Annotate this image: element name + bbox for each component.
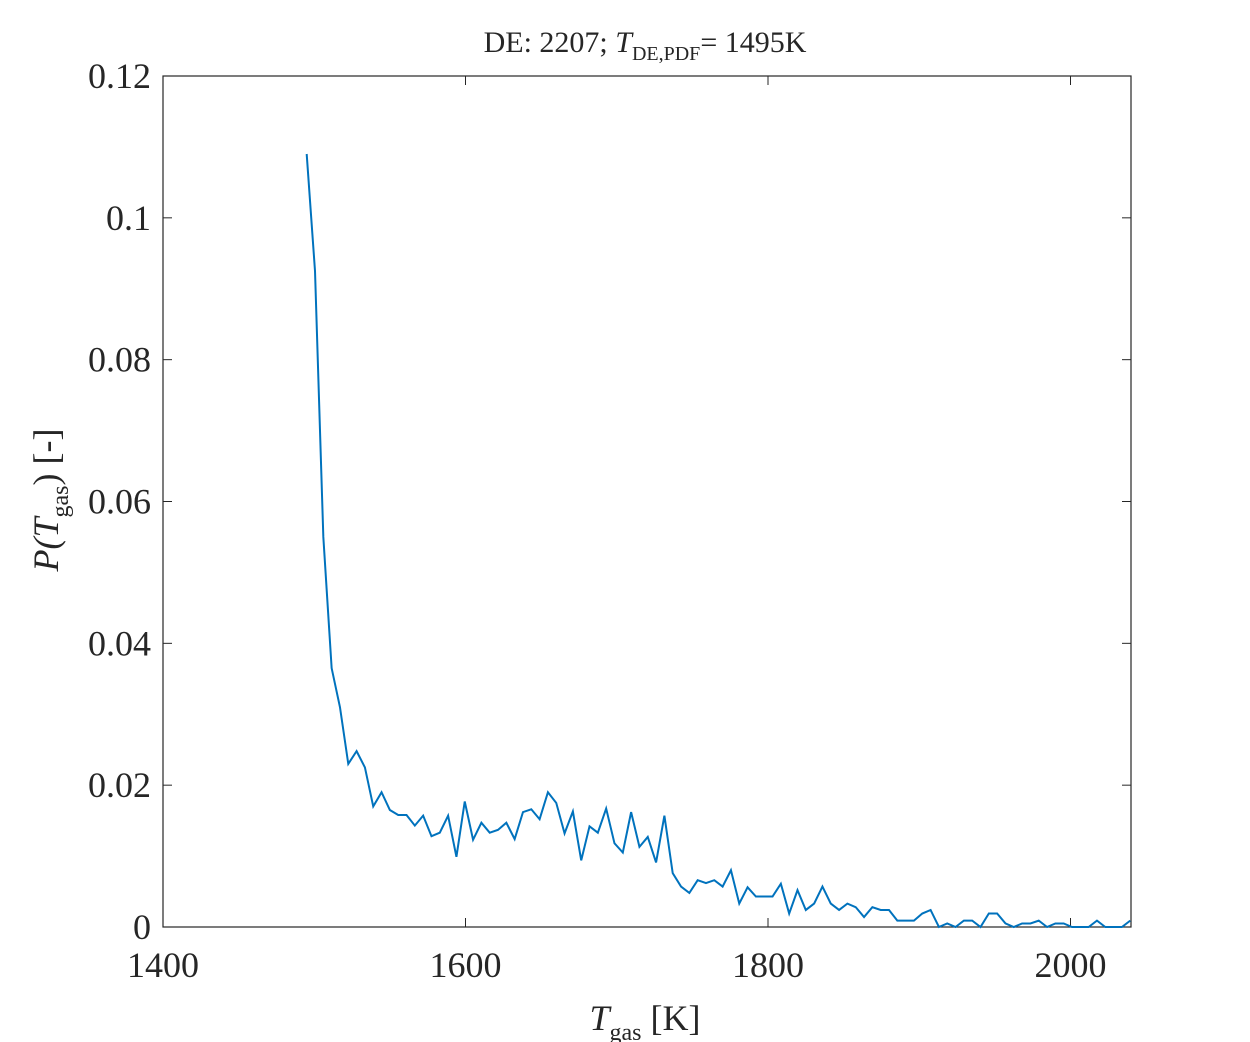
y-tick-label: 0.08 [88, 340, 151, 380]
y-tick-label: 0.04 [88, 623, 151, 663]
y-label-subscript: gas [48, 485, 74, 517]
y-label-unit: ) [-] [26, 429, 66, 486]
x-tick-label: 1400 [127, 945, 199, 985]
title-text: DE: 2207; [484, 26, 616, 59]
y-label-symbol: T [26, 515, 66, 538]
x-tick-label: 1800 [732, 945, 804, 985]
plot-area [162, 75, 1132, 928]
x-axis-label: Tgas [K] [589, 998, 700, 1042]
y-tick-label: 0.1 [106, 198, 151, 238]
y-axis-label: P(Tgas) [-] [26, 429, 74, 573]
title-symbol: T [615, 26, 634, 59]
chart-title: DE: 2207; TDE,PDF= 1495K [484, 26, 807, 65]
x-label-unit: [K] [642, 998, 701, 1038]
y-tick-label: 0.02 [88, 765, 151, 805]
y-label-symbol: P( [26, 535, 66, 572]
y-tick-label: 0.06 [88, 482, 151, 522]
y-tick-label: 0 [133, 907, 151, 947]
x-tick-label: 1600 [430, 945, 502, 985]
x-label-subscript: gas [610, 1020, 642, 1042]
data-line [305, 153, 1131, 929]
x-tick-label: 2000 [1035, 945, 1107, 985]
title-subscript: DE,PDF [632, 43, 700, 65]
title-text: = 1495K [700, 26, 806, 59]
x-label-symbol: T [589, 998, 612, 1038]
y-tick-label: 0.12 [88, 56, 151, 96]
